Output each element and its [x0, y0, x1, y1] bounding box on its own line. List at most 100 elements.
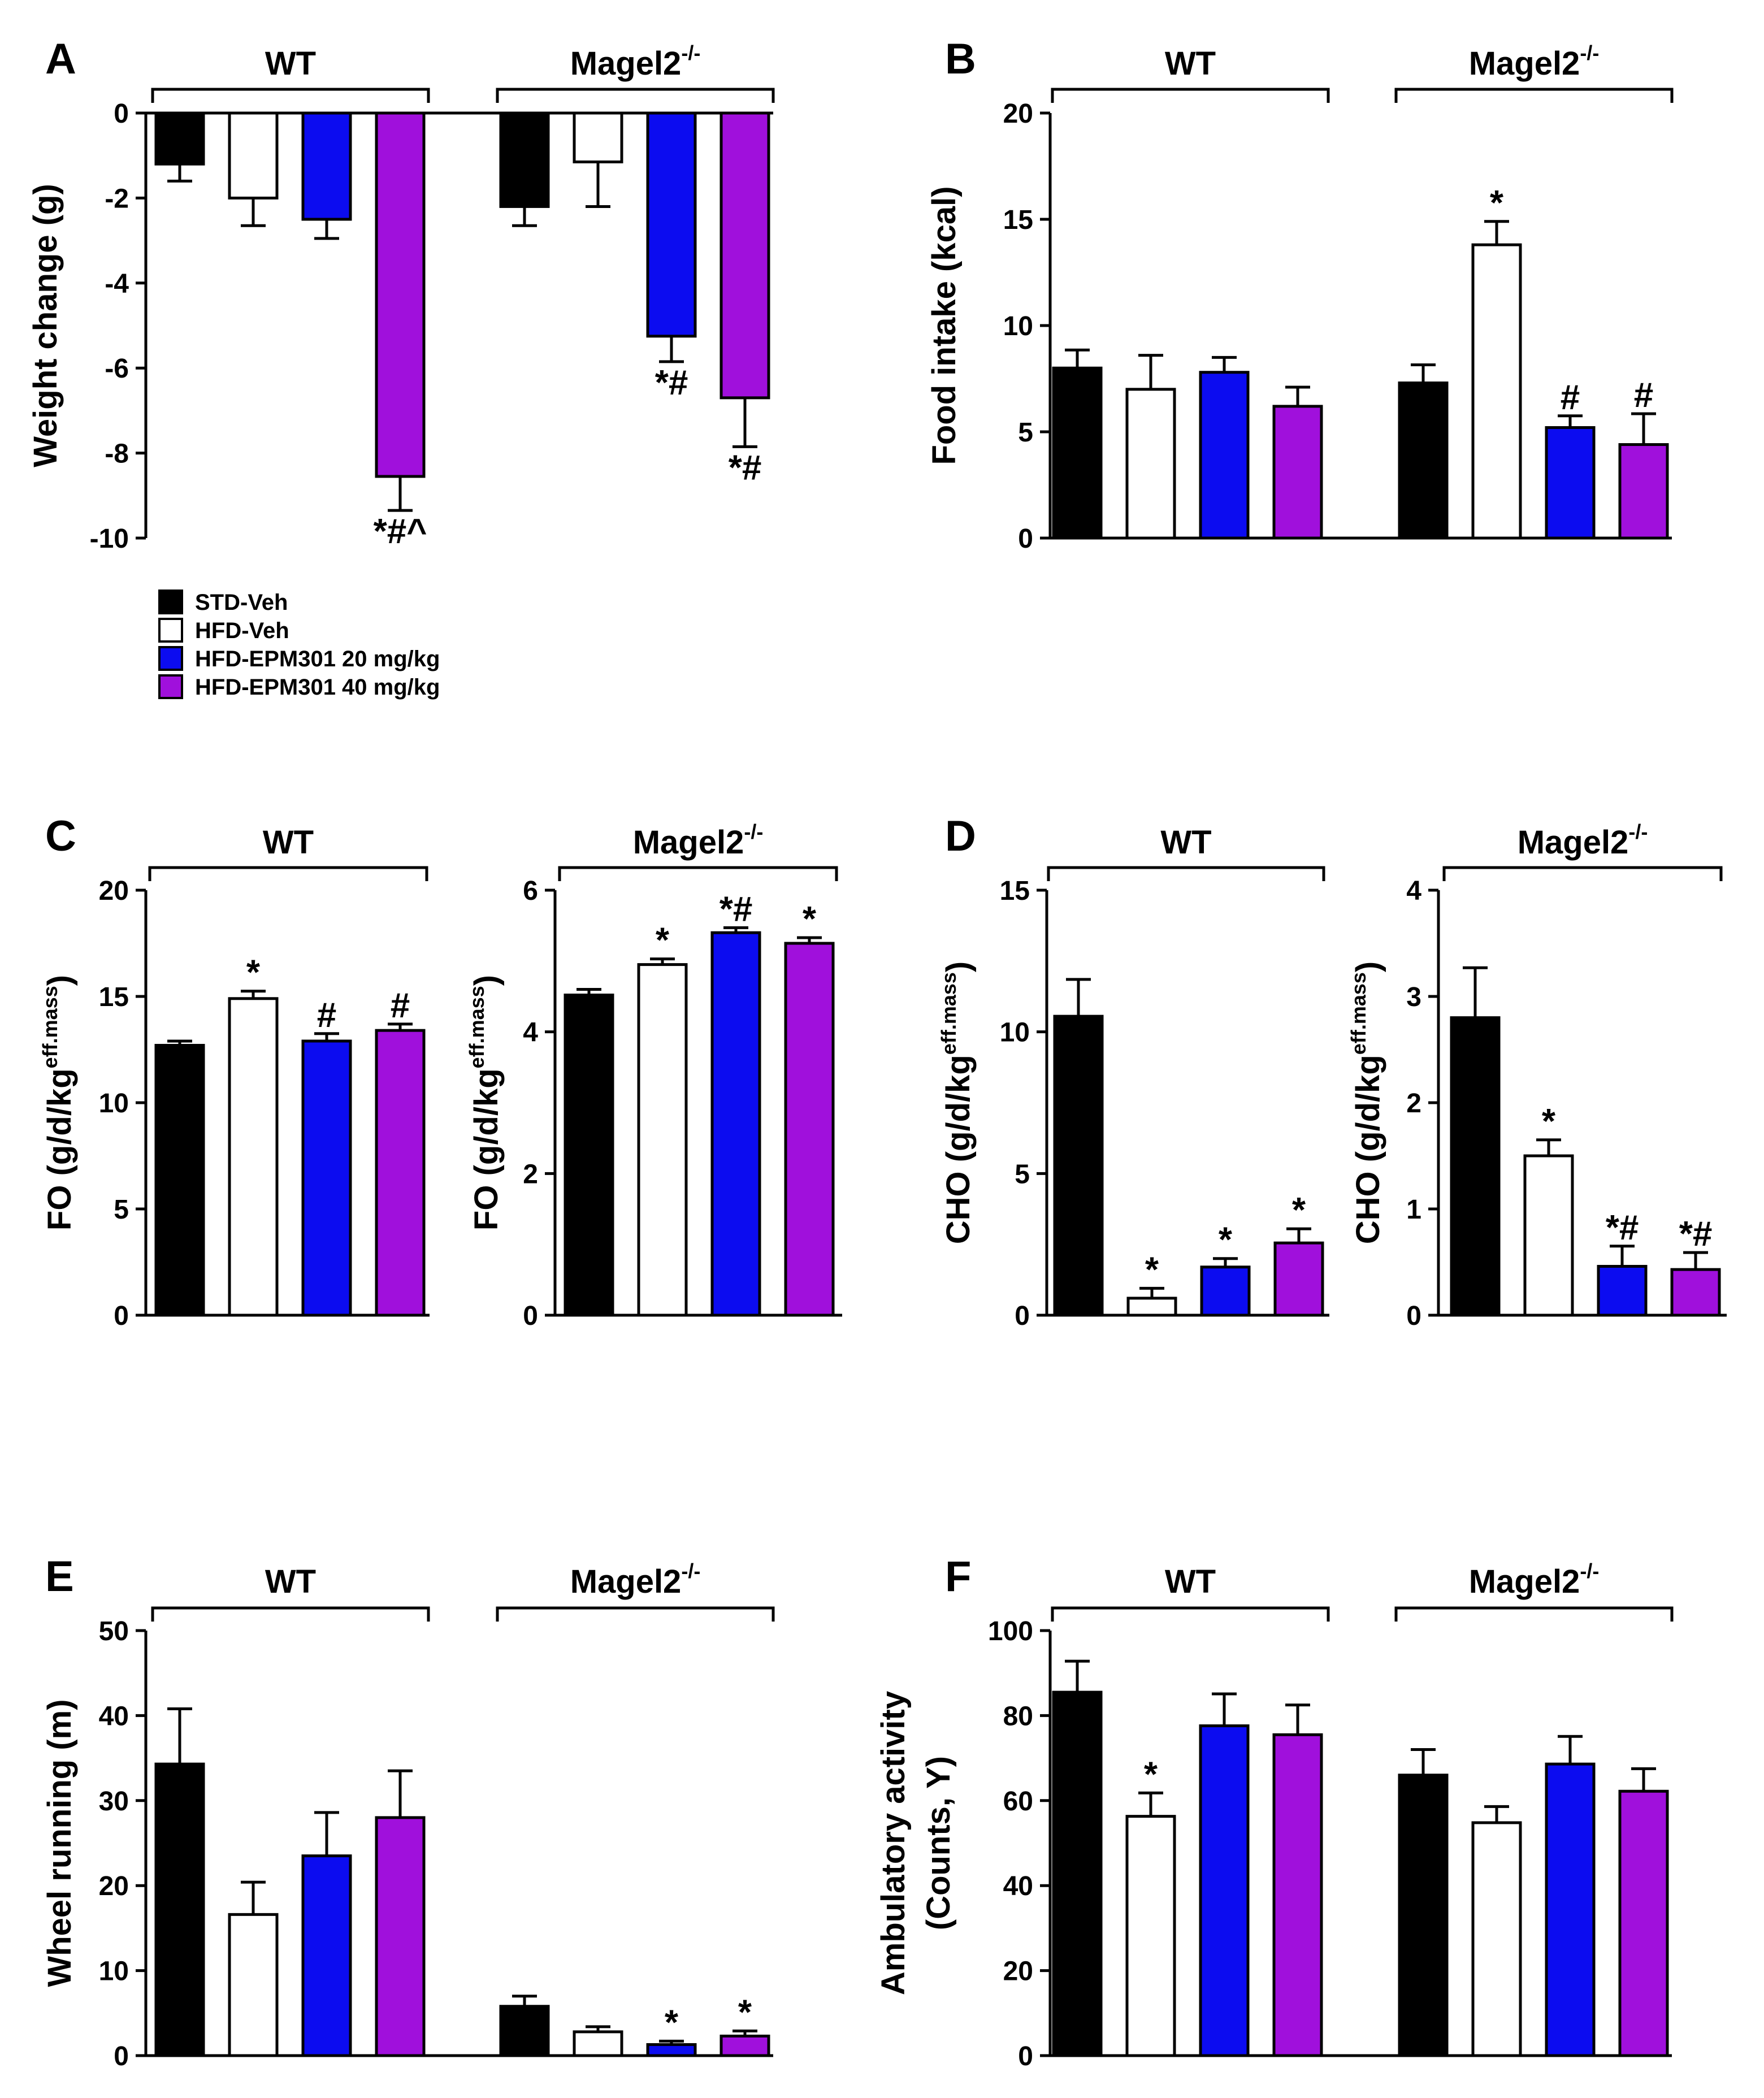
significance-label: * — [656, 921, 670, 960]
legend-swatch — [158, 646, 183, 671]
y-axis-label-main: FO (g/d/kg — [41, 1068, 78, 1230]
y-axis-label-main: FO (g/d/kg — [468, 1068, 505, 1230]
y-axis-label-line2: (Counts, Y) — [920, 1756, 957, 1930]
group-label: Magel2-/- — [570, 1559, 701, 1600]
group-bracket — [151, 88, 430, 103]
y-tick-label: 20 — [1003, 99, 1033, 129]
significance-label: * — [1145, 1250, 1159, 1289]
bar-hfd-epm301-20-mg-kg — [1200, 1265, 1251, 1317]
bar-hfd-epm301-40-mg-kg — [375, 1816, 426, 2057]
group-label: WT — [263, 824, 314, 861]
group-label-sup: -/- — [1628, 820, 1648, 843]
group-label: Magel2-/- — [1469, 1559, 1600, 1600]
y-tick-label: 10 — [1000, 1018, 1030, 1048]
panel-D: D CHO (g/d/kgeff.mass) 0 5 10 15 WT * * * — [937, 812, 1329, 1331]
significance-label: * — [246, 953, 261, 992]
bar-hfd-epm301-20-mg-kg — [1545, 426, 1596, 540]
bar-hfd-epm301-40-mg-kg — [1272, 1733, 1323, 2057]
legend: STD-Veh HFD-Veh HFD-EPM301 20 mg/kg HFD-EPM… — [158, 589, 440, 700]
y-axis-label-sup: eff.mass — [38, 986, 62, 1068]
bar-hfd-veh — [1125, 388, 1176, 540]
panel-letter: B — [945, 35, 976, 83]
group-label-name: Magel2 — [1469, 1563, 1580, 1600]
y-tick-label: 2 — [523, 1159, 538, 1189]
y-tick-label: 30 — [99, 1787, 129, 1817]
group-label: WT — [1165, 45, 1216, 82]
y-tick-label: 3 — [1406, 982, 1421, 1012]
bar-hfd-veh — [228, 111, 279, 200]
group-label: Magel2-/- — [1518, 820, 1648, 861]
bar-hfd-epm301-20-mg-kg — [1597, 1265, 1648, 1317]
y-tick-label: 60 — [1003, 1787, 1033, 1817]
group-bracket — [496, 88, 775, 103]
group-label-sup: -/- — [1580, 1559, 1599, 1583]
bar-hfd-veh — [573, 2030, 623, 2057]
legend-swatch — [158, 589, 183, 614]
legend-label: HFD-Veh — [195, 618, 289, 643]
bar-std-veh — [154, 111, 205, 166]
y-axis-label: Wheel running (m) — [41, 1699, 78, 1987]
y-axis-label-main: CHO (g/d/kg — [940, 1055, 977, 1244]
group-label-name: Magel2 — [633, 824, 744, 861]
bar-std-veh — [499, 2005, 550, 2057]
panel-letter: F — [945, 1553, 971, 1601]
group-bracket — [1394, 88, 1674, 103]
y-axis-label-sup: eff.mass — [1347, 972, 1370, 1055]
y-tick-label: 0 — [1406, 1301, 1421, 1331]
significance-label: * — [665, 2003, 679, 2042]
significance-label: *# — [655, 363, 688, 402]
bar-hfd-veh — [1125, 1815, 1176, 2057]
bar-hfd-epm301-40-mg-kg — [784, 942, 835, 1317]
group-label-name: Magel2 — [570, 1563, 682, 1600]
y-axis-label-main: Weight change (g) — [27, 184, 64, 467]
significance-label: * — [1219, 1221, 1233, 1260]
bar-std-veh — [499, 111, 550, 208]
y-tick-label: 0 — [114, 1301, 129, 1331]
group-label: WT — [1165, 1563, 1216, 1600]
group-bracket — [558, 866, 838, 881]
significance-label: # — [1561, 378, 1580, 417]
y-axis-label-main: Wheel running (m) — [41, 1699, 78, 1987]
bar-hfd-epm301-20-mg-kg — [1199, 1724, 1250, 2057]
legend-swatch — [158, 618, 183, 643]
bar-std-veh — [1398, 1774, 1449, 2057]
y-axis-label: FO (g/d/kgeff.mass) — [465, 975, 505, 1230]
y-tick-label: 100 — [988, 1616, 1033, 1646]
y-tick-label: 6 — [523, 876, 538, 906]
y-axis-label: Weight change (g) — [27, 184, 64, 467]
y-axis-label: FO (g/d/kgeff.mass) — [38, 975, 78, 1230]
legend-swatch — [158, 674, 183, 699]
panel-F: F Ambulatory activity (Counts, Y) 0 20 40 60 80… — [875, 1553, 1674, 2071]
significance-label: # — [1634, 376, 1653, 415]
bar-std-veh — [1052, 366, 1103, 540]
y-tick-label: 20 — [1003, 1957, 1033, 1987]
y-tick-label: 80 — [1003, 1701, 1033, 1731]
panel-letter: A — [45, 35, 76, 83]
y-tick-label: 15 — [1003, 205, 1033, 235]
group-label-name: WT — [265, 45, 316, 82]
y-tick-label: 15 — [1000, 876, 1030, 906]
bar-hfd-epm301-40-mg-kg — [1670, 1268, 1721, 1317]
y-tick-label: 10 — [99, 1957, 129, 1987]
group-bracket — [1047, 866, 1325, 881]
significance-label: * — [738, 1993, 752, 2032]
bar-hfd-epm301-40-mg-kg — [720, 111, 770, 400]
y-tick-label: 0 — [523, 1301, 538, 1331]
panel-sub-3: FO (g/d/kgeff.mass) 0 2 4 6 Magel2-/- * *# * — [465, 820, 842, 1331]
bar-hfd-epm301-40-mg-kg — [375, 111, 426, 478]
y-tick-label: -6 — [105, 354, 129, 384]
significance-label: *# — [720, 890, 753, 929]
y-tick-label: 0 — [114, 2041, 129, 2071]
y-tick-label: 1 — [1406, 1195, 1421, 1225]
y-tick-label: -4 — [105, 269, 129, 299]
bar-hfd-veh — [1523, 1154, 1574, 1317]
bar-std-veh — [1398, 382, 1449, 540]
y-tick-label: 40 — [1003, 1871, 1033, 1901]
significance-label: * — [1490, 184, 1504, 223]
y-axis-label-main: Food intake (kcal) — [926, 186, 963, 465]
significance-label: *# — [1679, 1215, 1713, 1254]
group-label: WT — [1160, 824, 1211, 861]
significance-label: *# — [729, 448, 762, 487]
group-label: Magel2-/- — [633, 820, 764, 861]
